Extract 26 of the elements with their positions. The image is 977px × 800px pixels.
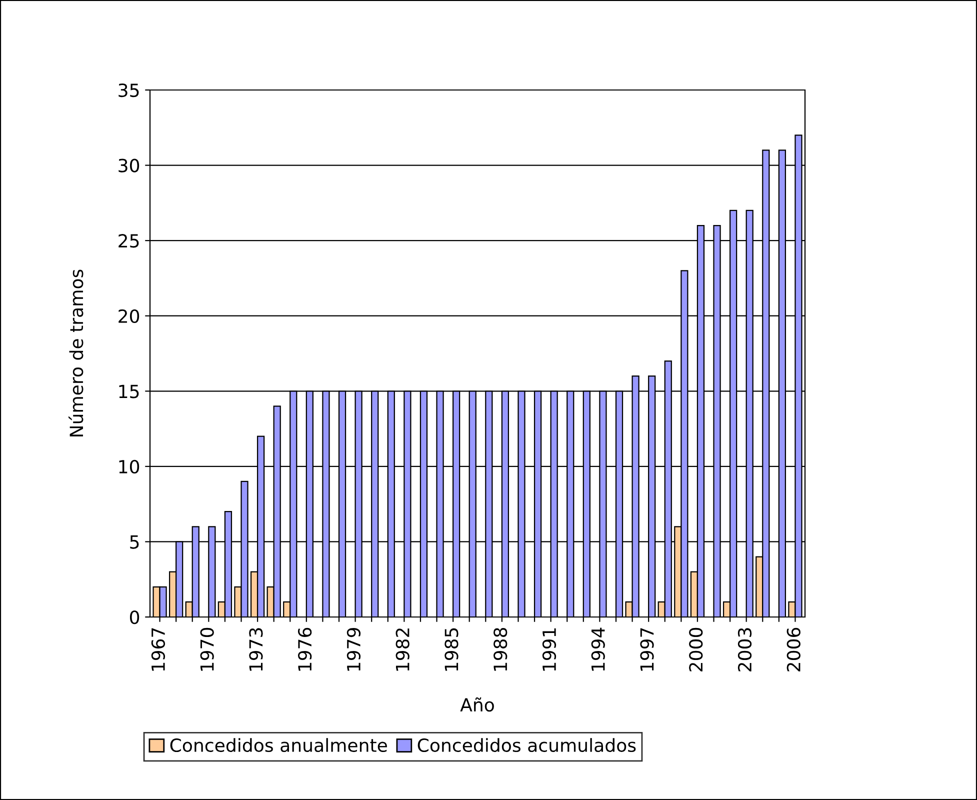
x-tick-label: 1973 (249, 628, 263, 671)
y-tick-label: 35 (118, 83, 139, 98)
y-tick-label: 30 (118, 158, 140, 172)
x-tick-label: 1988 (494, 628, 508, 671)
legend-label: Concedidos anualmente (170, 738, 387, 752)
x-tick-label: 1997 (640, 628, 654, 671)
y-tick-label: 10 (119, 460, 140, 474)
x-tick-label: 2006 (786, 628, 800, 672)
y-tick-label: 20 (118, 309, 140, 323)
y-tick-label: 15 (119, 384, 139, 398)
x-tick-label: 1979 (346, 628, 361, 671)
x-tick-label: 1967 (151, 628, 166, 671)
x-tick-label: 1985 (444, 628, 458, 671)
legend-label: Concedidos acumulados (418, 738, 636, 752)
x-tick-label: 1976 (298, 628, 312, 671)
y-tick-label: 0 (130, 610, 140, 624)
x-tick-label: 1982 (396, 628, 410, 671)
y-tick-label: 5 (130, 535, 139, 549)
y-tick-label: 25 (118, 234, 139, 248)
x-tick-label: 1994 (591, 628, 605, 671)
x-tick-label: 1970 (200, 628, 214, 671)
y-axis-title: Número de tramos (68, 270, 84, 436)
x-tick-label: 1991 (542, 628, 556, 671)
x-tick-label: 2000 (689, 628, 703, 672)
x-axis-title: Año (460, 697, 494, 712)
x-tick-label: 2003 (738, 628, 752, 672)
